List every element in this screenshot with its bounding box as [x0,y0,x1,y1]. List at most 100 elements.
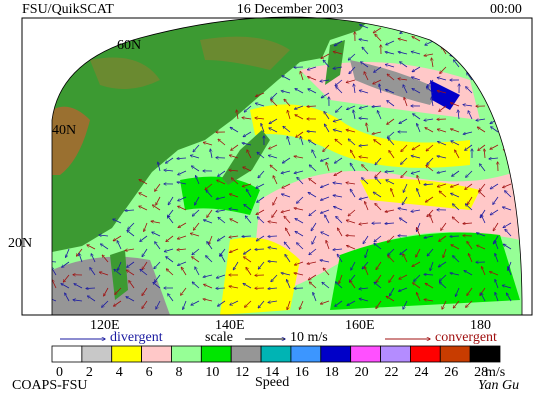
wind-arrow [455,150,460,159]
wind-arrow [411,156,421,159]
wind-arrow [258,170,265,178]
wind-arrow [281,91,291,94]
wind-arrow [346,79,356,82]
wind-arrow [333,52,343,55]
wind-arrow [493,46,499,55]
wind-arrow [416,228,421,237]
wind-arrow [374,140,382,146]
wind-arrow [218,217,226,224]
wind-arrow [333,195,343,198]
colorbar-swatch [409,345,441,363]
wind-arrow [229,170,239,171]
wind-arrow [205,183,213,190]
wind-arrow [258,300,265,308]
wind-arrow [441,222,447,230]
wind-arrow [177,249,187,250]
wind-arrow [465,144,473,150]
wind-arrow [321,53,330,58]
wind-arrow [217,274,226,278]
map-outline [51,16,523,315]
wind-arrow [101,244,109,250]
wind-arrow [376,261,382,270]
wind-arrow [142,261,148,270]
wind-arrow [91,254,96,263]
wind-arrow [243,283,252,289]
wind-arrow [281,273,291,276]
lon-label: 160E [345,318,375,333]
wind-arrow [451,193,460,198]
wind-arrow [399,274,408,279]
wind-arrow [454,60,460,68]
wind-arrow [466,300,473,307]
wind-arrow [424,53,434,56]
wind-arrow [324,112,330,120]
wind-arrow [258,261,265,269]
wind-arrow [52,280,57,289]
wind-arrow [113,219,122,224]
wind-arrow [401,157,408,164]
wind-arrow [114,300,122,306]
wind-arrow [178,222,187,227]
wind-arrow [451,245,460,250]
wind-arrow [424,299,434,301]
lon-label: 180 [470,318,491,333]
lat-label: 20N [8,236,32,251]
wind-arrow [477,233,486,237]
wind-arrow [323,268,330,276]
wind-arrow [268,247,278,249]
wind-arrow [359,39,369,42]
wind-arrow [271,100,278,107]
land [110,250,128,300]
wind-arrow [430,261,434,271]
wind-arrow [125,210,135,211]
colorbar-unit: m/s [485,365,505,380]
wind-arrow [294,170,304,173]
wind-arrow [255,118,265,119]
legend-divergent: divergent [110,330,163,345]
wind-arrow [177,182,187,185]
wind-arrow [359,288,369,289]
speed-zone [180,176,260,215]
wind-arrow [336,105,343,112]
wind-arrow [325,215,330,224]
wind-arrow [385,64,395,68]
wind-arrow [443,248,447,257]
wind-arrow [336,86,343,94]
wind-arrow [261,124,265,133]
wind-arrow [424,28,434,29]
wind-arrow [466,87,473,94]
wind-arrow [451,141,460,146]
wind-arrow [244,105,252,112]
wind-arrow [245,300,252,307]
wind-arrow [350,163,356,172]
wind-arrow [334,207,343,211]
wind-arrow [427,157,434,165]
wind-arrow [178,261,187,265]
wind-arrow [326,162,330,172]
wind-arrow [491,105,499,112]
colorbar-tick-label: 24 [414,365,428,380]
wind-arrow [411,170,421,174]
wind-arrow [207,209,213,217]
wind-arrow [268,222,278,223]
colorbar-swatch [81,345,113,363]
wind-arrow [398,79,408,80]
wind-arrow [427,79,434,87]
wind-arrow [308,140,317,146]
wind-arrow [440,22,447,29]
wind-arrow [348,53,356,60]
wind-arrow [127,230,135,237]
wind-arrow [139,193,148,198]
wind-arrow [285,228,291,237]
wind-arrow [450,273,460,276]
wind-arrow [62,261,70,267]
wind-arrow [195,196,200,205]
wind-arrow [230,300,239,305]
wind-arrow [195,267,200,276]
wind-arrow [476,38,486,42]
wind-arrow [311,222,317,231]
wind-arrow [256,183,265,188]
wind-arrow [374,235,382,242]
wind-arrow [482,267,486,276]
wind-arrow [417,124,421,133]
